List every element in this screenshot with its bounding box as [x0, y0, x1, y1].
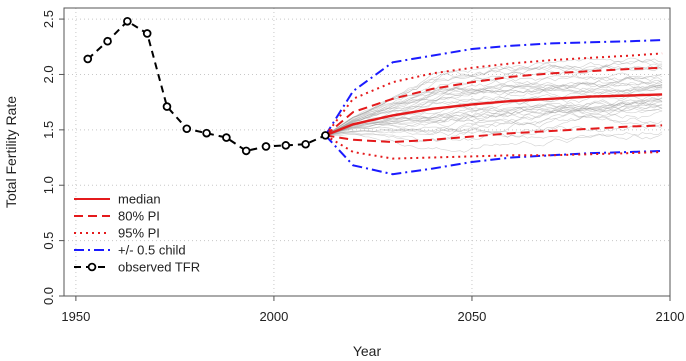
series-line-80-pi-lower [325, 124, 663, 144]
trajectory-line [325, 57, 663, 136]
trajectory-line [325, 65, 663, 136]
trajectory-line [325, 77, 663, 136]
x-tick-label: 1950 [61, 309, 90, 324]
observed-tfr-point [83, 54, 93, 64]
trajectory-line [325, 74, 663, 136]
trajectory-line [325, 99, 663, 136]
observed-tfr-point [222, 133, 231, 142]
trajectory-line [325, 98, 663, 136]
trajectory-line [325, 80, 663, 136]
trajectory-line [325, 59, 663, 136]
legend-label: +/- 0.5 child [118, 243, 186, 258]
series-line-median [324, 93, 663, 137]
trajectory-line [325, 100, 663, 136]
trajectory-line [325, 57, 663, 136]
trajectory-line [325, 88, 663, 136]
trajectory-line [325, 97, 663, 136]
legend-label: median [118, 192, 161, 207]
trajectory-line [325, 72, 663, 136]
trajectory-line [325, 87, 663, 136]
trajectory-line [325, 131, 663, 142]
trajectory-line [325, 64, 663, 136]
observed-tfr-point [241, 146, 251, 156]
y-tick-label: 2.0 [41, 65, 56, 83]
trajectory-line [325, 82, 663, 136]
series-line-80-pi [324, 66, 663, 137]
y-tick-label: 2.5 [41, 10, 56, 28]
trajectory-line [325, 101, 663, 136]
series-line-0-5-child [324, 39, 663, 136]
observed-tfr-point [281, 141, 291, 150]
observed-tfr-point [261, 142, 271, 151]
series-line-0-5-child-lower [324, 134, 663, 176]
x-axis-title: Year [353, 343, 382, 359]
y-tick-label: 1.5 [41, 121, 56, 139]
trajectory-line [325, 107, 663, 136]
y-axis-title: Total Fertility Rate [3, 96, 19, 208]
legend-point [87, 262, 97, 272]
legend-label: 95% PI [118, 226, 160, 241]
plot-frame [63, 7, 671, 297]
trajectory-line [325, 84, 663, 136]
series-line-95-pi [324, 52, 663, 137]
trajectory-line [325, 97, 663, 136]
trajectory-line [325, 101, 663, 136]
legend: median 80% PI 95% PI +/- 0.5 child observed … [74, 192, 200, 275]
observed-tfr-point [182, 124, 192, 134]
y-tick-label: 0.5 [41, 232, 56, 250]
x-tick-label: 2000 [259, 309, 288, 324]
trajectory-line [325, 77, 663, 136]
y-tick-label: 1.0 [41, 176, 56, 194]
trajectory-line [325, 125, 663, 143]
x-tick-label: 2050 [457, 309, 486, 324]
x-axis: 1950 2000 2050 2100 [61, 296, 684, 324]
trajectory-line [325, 73, 663, 136]
trajectory-line [325, 103, 663, 136]
trajectory-line [325, 99, 663, 136]
trajectory-line [325, 108, 663, 136]
observed-tfr-point [103, 36, 112, 46]
legend-label: observed TFR [118, 260, 200, 275]
x-tick-label: 2100 [656, 309, 685, 324]
observed-tfr-point [162, 102, 172, 111]
observed-tfr-point [142, 29, 152, 38]
y-axis: 0.0 0.5 1.0 1.5 2.0 2.5 [41, 10, 64, 305]
trajectory-line [325, 79, 663, 136]
trajectory-line [325, 105, 663, 136]
series-layer [83, 16, 663, 176]
trajectory-line [325, 110, 663, 136]
y-tick-label: 0.0 [41, 287, 56, 305]
trajectory-line [325, 62, 663, 136]
legend-label: 80% PI [118, 209, 160, 224]
observed-tfr-point [301, 139, 310, 149]
observed-tfr-point [123, 16, 132, 26]
observed-tfr-point [202, 128, 211, 138]
observed-tfr-point [321, 131, 330, 140]
trajectory-line [325, 111, 663, 136]
